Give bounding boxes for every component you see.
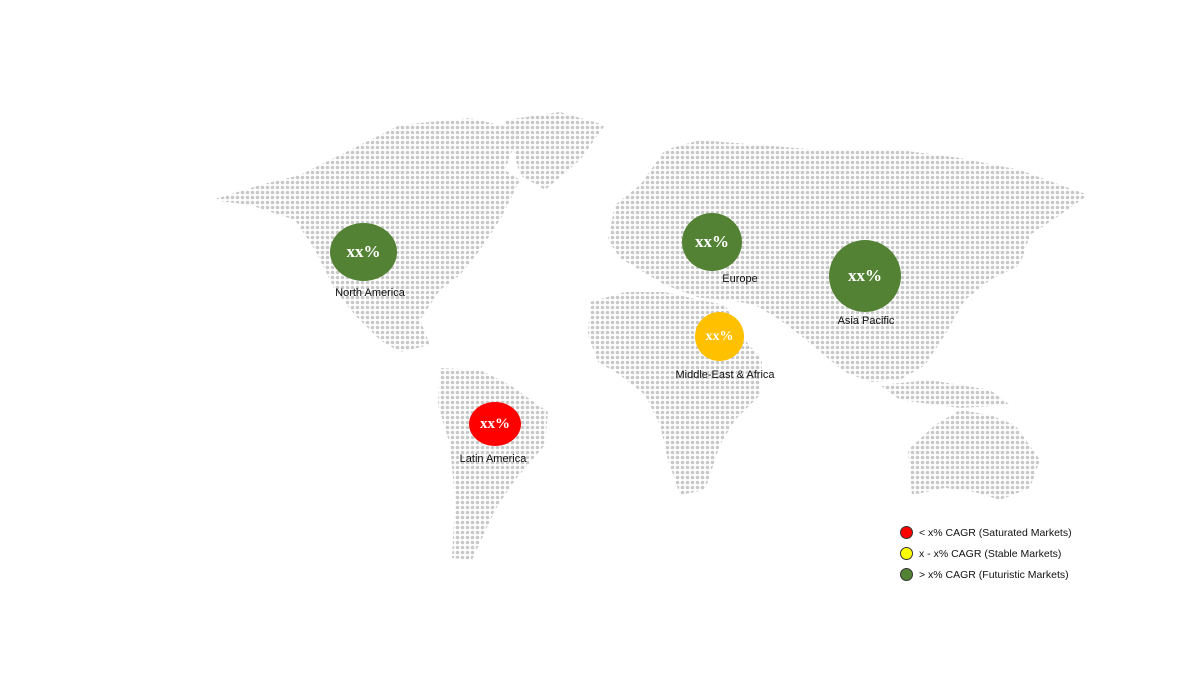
region-label-north-america: North America — [335, 287, 405, 299]
region-bubble-middle-east-africa: xx% — [695, 312, 744, 361]
region-label-asia-pacific: Asia Pacific — [837, 315, 895, 327]
region-bubble-latin-america: xx% — [469, 402, 521, 446]
legend-item-futuristic: > x% CAGR (Futuristic Markets) — [900, 564, 1072, 585]
legend: < x% CAGR (Saturated Markets) x - x% CAG… — [900, 522, 1072, 585]
yellow-dot-icon — [900, 547, 913, 560]
legend-item-stable: x - x% CAGR (Stable Markets) — [900, 543, 1072, 564]
continent-south-america — [438, 368, 548, 560]
region-label-middle-east-africa: Middle-East & Africa — [675, 369, 775, 381]
region-label-europe: Europe — [722, 273, 758, 285]
islands-southeast-asia — [880, 380, 1010, 408]
region-bubble-europe: xx% — [682, 213, 742, 271]
region-bubble-north-america: xx% — [330, 223, 397, 281]
continent-greenland — [505, 112, 605, 190]
legend-label: < x% CAGR (Saturated Markets) — [919, 526, 1072, 539]
region-label-latin-america: Latin America — [459, 453, 527, 465]
continent-australia — [908, 410, 1040, 500]
legend-label: > x% CAGR (Futuristic Markets) — [919, 568, 1069, 581]
region-bubble-asia-pacific: xx% — [829, 240, 901, 312]
legend-item-saturated: < x% CAGR (Saturated Markets) — [900, 522, 1072, 543]
red-dot-icon — [900, 526, 913, 539]
legend-label: x - x% CAGR (Stable Markets) — [919, 547, 1062, 560]
green-dot-icon — [900, 568, 913, 581]
